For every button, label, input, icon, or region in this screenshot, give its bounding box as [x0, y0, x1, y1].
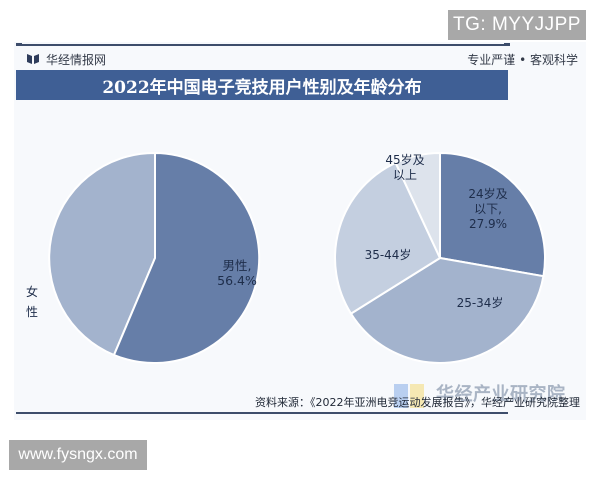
slice-24-and-under — [439, 151, 546, 278]
label-female: 女 性 — [24, 282, 40, 322]
label-male-name: 男性, — [222, 258, 252, 273]
watermark-text: 华经产业研究院 — [436, 384, 566, 405]
slogan: 专业严谨 • 客观科学 — [467, 52, 578, 67]
label-female-1: 女 — [25, 285, 38, 299]
bottom-divider — [16, 412, 508, 414]
top-divider — [16, 43, 510, 46]
label-age-24: 24岁及 以下, 27.9% — [462, 187, 514, 232]
gender-pie — [48, 151, 261, 364]
site-badge: www.fysngx.com — [9, 440, 147, 470]
label-age-45-1: 45岁及 — [385, 153, 425, 167]
watermark-logo-icon — [394, 384, 424, 408]
label-age-24-2: 以下, — [474, 202, 502, 216]
label-female-2: 性 — [25, 305, 38, 319]
label-age-24-1: 24岁及 — [468, 187, 508, 201]
brand-name: 华经情报网 — [46, 52, 107, 67]
source-note: 资料来源：《2022年亚洲电竞运动发展报告》，华经产业研究院整理 — [255, 396, 580, 409]
tg-badge: TG: MYYJJPP — [448, 10, 586, 40]
label-age-35-44: 35-44岁 — [364, 248, 412, 262]
label-male-pct: 56.4% — [217, 273, 257, 288]
label-age-45-2: 以上 — [392, 168, 417, 182]
slice-male — [112, 151, 261, 364]
label-age-24-pct: 27.9% — [468, 217, 508, 231]
brand: 华经情报网 — [26, 48, 106, 70]
slice-35-44 — [334, 161, 442, 315]
brand-logo-icon — [27, 54, 39, 64]
label-male: 男性, 56.4% — [212, 258, 262, 288]
label-age-25-34: 25-34岁 — [456, 296, 504, 310]
slice-45-and-over — [394, 151, 441, 259]
slice-female — [48, 151, 156, 357]
label-age-45: 45岁及 以上 — [380, 153, 430, 183]
age-pie — [334, 151, 546, 364]
chart-title: 2022年中国电子竞技用户性别及年龄分布 — [16, 70, 508, 100]
